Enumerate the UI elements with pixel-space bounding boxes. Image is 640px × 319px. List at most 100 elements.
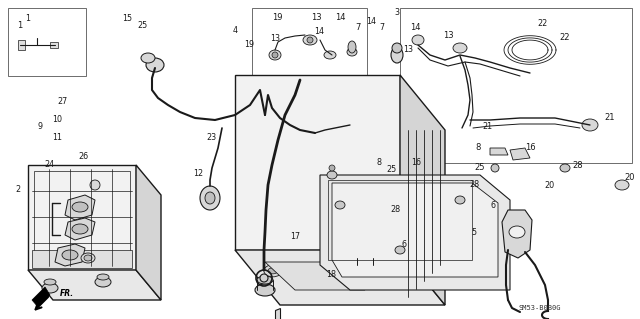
Text: 16: 16 [525,144,535,152]
Ellipse shape [412,35,424,45]
Polygon shape [136,165,161,300]
Text: 20: 20 [544,181,554,189]
Bar [400,8,632,163]
Ellipse shape [395,246,405,254]
Text: 13: 13 [270,34,280,43]
Polygon shape [65,218,95,240]
Text: 16: 16 [411,158,421,167]
Text: 28: 28 [390,205,401,214]
Polygon shape [502,210,532,258]
Ellipse shape [307,267,317,273]
Ellipse shape [284,264,301,276]
Text: 19: 19 [272,13,282,23]
Polygon shape [235,250,445,305]
Ellipse shape [303,263,321,276]
Ellipse shape [509,226,525,238]
Ellipse shape [323,263,340,275]
Text: SM53-B0B0G: SM53-B0B0G [519,305,561,311]
Text: 6: 6 [490,201,495,210]
Text: 14: 14 [410,24,420,33]
Ellipse shape [455,196,465,204]
Ellipse shape [62,250,78,260]
Ellipse shape [146,58,164,72]
Text: 2: 2 [15,185,20,194]
Text: 14: 14 [335,13,345,23]
Ellipse shape [260,274,268,282]
Ellipse shape [72,202,88,212]
Ellipse shape [361,262,380,274]
Ellipse shape [200,186,220,210]
Text: 6: 6 [402,240,407,249]
Polygon shape [265,262,365,290]
Text: 3: 3 [394,8,399,17]
Polygon shape [510,148,530,160]
Bar [252,8,367,90]
Text: 13: 13 [443,31,453,40]
Text: 26: 26 [78,152,88,161]
Text: 15: 15 [122,14,132,23]
Text: 25: 25 [387,165,397,174]
Ellipse shape [327,171,337,179]
Text: 8: 8 [476,144,481,152]
Ellipse shape [272,52,278,58]
Ellipse shape [335,201,345,209]
Polygon shape [55,244,85,266]
Text: 17: 17 [291,232,301,241]
Ellipse shape [303,35,317,45]
Ellipse shape [257,276,273,284]
Text: 11: 11 [52,133,63,142]
Bar [8,8,86,76]
Ellipse shape [324,51,336,59]
Ellipse shape [560,164,570,172]
Bar [28,165,136,270]
Text: 22: 22 [560,33,570,42]
Text: 7: 7 [379,23,384,32]
Text: 25: 25 [475,164,485,173]
Ellipse shape [141,53,155,63]
Text: 18: 18 [326,271,337,279]
Ellipse shape [357,254,373,262]
Ellipse shape [72,224,88,234]
Text: 19: 19 [244,40,255,48]
Ellipse shape [392,43,402,53]
Ellipse shape [44,279,56,285]
Text: 1: 1 [17,20,22,29]
Text: 9: 9 [38,122,43,131]
Ellipse shape [95,277,111,287]
Text: 14: 14 [314,27,324,36]
Ellipse shape [205,192,215,204]
Bar [32,250,132,268]
Polygon shape [28,270,161,300]
Text: 27: 27 [58,97,68,106]
Ellipse shape [342,263,360,274]
Ellipse shape [287,267,298,273]
Ellipse shape [365,265,375,271]
Ellipse shape [348,41,356,53]
Text: 20: 20 [625,174,636,182]
Text: 8: 8 [376,158,381,167]
Text: 1: 1 [25,14,30,23]
Ellipse shape [347,48,357,56]
Text: 13: 13 [310,13,321,23]
Ellipse shape [268,268,278,274]
Ellipse shape [346,265,356,271]
Text: 14: 14 [366,17,376,26]
Ellipse shape [42,283,58,293]
Ellipse shape [269,50,281,60]
Text: 13: 13 [403,45,413,54]
Ellipse shape [264,265,282,277]
Polygon shape [400,75,445,305]
Polygon shape [32,287,50,307]
Text: 21: 21 [483,122,493,130]
Text: 28: 28 [470,180,480,189]
Bar [34,171,130,264]
Text: 21: 21 [605,114,615,122]
Text: 10: 10 [52,115,63,124]
Ellipse shape [97,274,109,280]
Polygon shape [320,175,510,290]
Ellipse shape [90,180,100,190]
Text: 7: 7 [355,24,361,33]
Text: 24: 24 [45,160,55,169]
Ellipse shape [326,266,336,272]
Text: 25: 25 [137,21,147,30]
